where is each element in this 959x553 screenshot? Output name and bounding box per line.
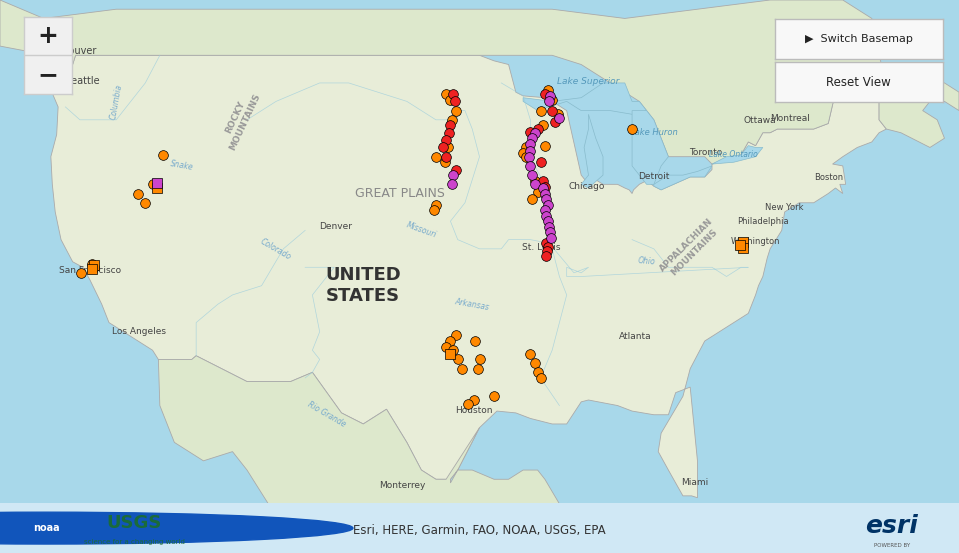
Text: −: −: [37, 62, 58, 87]
Text: Snake: Snake: [170, 159, 194, 173]
Text: ▶  Switch Basemap: ▶ Switch Basemap: [805, 34, 913, 44]
Text: Vancouver: Vancouver: [45, 46, 97, 56]
Text: Washington: Washington: [731, 237, 781, 246]
Polygon shape: [158, 356, 596, 553]
Text: Columbia: Columbia: [108, 83, 124, 120]
Polygon shape: [48, 55, 886, 498]
Text: Monterrey: Monterrey: [380, 481, 426, 490]
Text: UNITED
STATES: UNITED STATES: [325, 267, 401, 305]
Text: St. Louis: St. Louis: [522, 243, 560, 252]
Polygon shape: [712, 145, 762, 164]
Text: APPALACHIAN
MOUNTAINS: APPALACHIAN MOUNTAINS: [658, 217, 722, 281]
Polygon shape: [523, 83, 646, 114]
Text: Arkansas: Arkansas: [455, 297, 490, 311]
Text: Ohio: Ohio: [638, 257, 656, 267]
Text: Lake Ontario: Lake Ontario: [710, 150, 759, 159]
Text: Detroit: Detroit: [638, 171, 669, 180]
Text: Lake Huron: Lake Huron: [630, 128, 678, 137]
Text: Chicago: Chicago: [569, 182, 605, 191]
Text: POWERED BY: POWERED BY: [874, 543, 910, 548]
Circle shape: [0, 512, 353, 544]
Text: Los Angeles: Los Angeles: [112, 327, 167, 336]
Text: esri: esri: [865, 514, 919, 538]
Text: Reset View: Reset View: [827, 76, 891, 89]
Text: ROCKY
MOUNTAINS: ROCKY MOUNTAINS: [218, 88, 262, 152]
Text: Boston: Boston: [813, 174, 843, 182]
Polygon shape: [0, 0, 959, 164]
Polygon shape: [654, 166, 712, 190]
Text: GREAT PLAINS: GREAT PLAINS: [355, 187, 445, 200]
Text: Esri, HERE, Garmin, FAO, NOAA, USGS, EPA: Esri, HERE, Garmin, FAO, NOAA, USGS, EPA: [353, 524, 606, 537]
Text: Colorado: Colorado: [259, 237, 293, 261]
Polygon shape: [632, 111, 668, 184]
Text: +: +: [37, 24, 58, 48]
Text: Denver: Denver: [319, 222, 352, 231]
Text: Lake Superior: Lake Superior: [557, 77, 620, 86]
Text: San Francisco: San Francisco: [59, 265, 121, 274]
Text: Montreal: Montreal: [770, 114, 810, 123]
Text: Atlanta: Atlanta: [619, 332, 651, 341]
Text: Toronto: Toronto: [690, 149, 723, 158]
Polygon shape: [581, 114, 603, 188]
Text: noaa: noaa: [33, 523, 59, 533]
Text: Seattle: Seattle: [65, 76, 100, 86]
Text: Missouri: Missouri: [405, 221, 437, 240]
Text: USGS: USGS: [106, 514, 162, 532]
Text: New York: New York: [765, 203, 804, 212]
Text: science for a changing world: science for a changing world: [83, 539, 185, 545]
Text: Miami: Miami: [681, 478, 708, 487]
Text: Rio Grande: Rio Grande: [306, 400, 347, 429]
Text: Philadelphia: Philadelphia: [737, 217, 788, 226]
Text: Houston: Houston: [455, 406, 492, 415]
Text: Ottawa: Ottawa: [743, 116, 776, 125]
